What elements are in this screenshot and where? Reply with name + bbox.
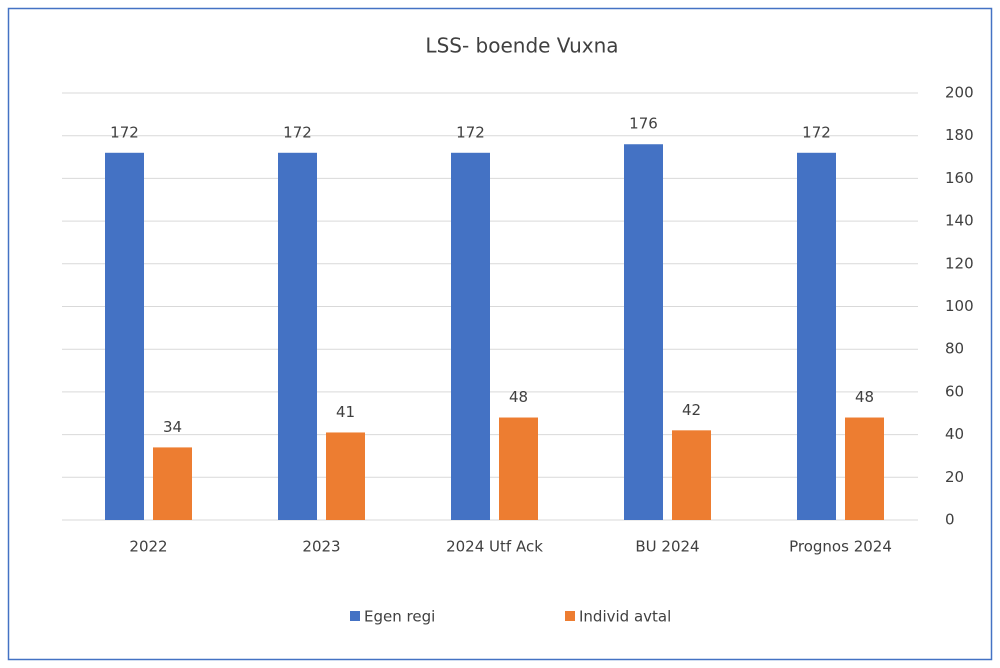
data-label: 172 [110,123,139,141]
bar [326,432,365,520]
y-tick-label: 120 [945,254,974,272]
y-tick-label: 60 [945,382,964,400]
y-tick-label: 40 [945,425,964,443]
bar [797,152,836,520]
legend-swatch [350,611,360,621]
x-tick-label: 2022 [129,538,167,556]
data-label: 176 [629,115,658,133]
y-tick-label: 160 [945,169,974,187]
y-tick-label: 100 [945,297,974,315]
data-label: 48 [855,388,874,406]
bar [499,417,538,520]
legend-label: Egen regi [364,608,435,626]
x-tick-label: BU 2024 [635,538,699,556]
bar [105,152,144,520]
bar [153,447,192,520]
y-tick-label: 0 [945,511,955,529]
y-tick-label: 180 [945,126,974,144]
chart-title: LSS- boende Vuxna [425,34,618,58]
bar [278,152,317,520]
bar [845,417,884,520]
legend-label: Individ avtal [579,608,671,626]
y-tick-label: 20 [945,468,964,486]
legend-swatch [565,611,575,621]
x-tick-label: Prognos 2024 [789,538,892,556]
data-label: 48 [509,388,528,406]
bar [451,152,490,520]
y-tick-label: 200 [945,84,974,102]
data-label: 172 [456,123,485,141]
data-label: 41 [336,403,355,421]
y-tick-label: 80 [945,340,964,358]
data-label: 172 [802,123,831,141]
chart-border [7,7,993,661]
y-tick-label: 140 [945,212,974,230]
bar [624,144,663,521]
data-label: 172 [283,123,312,141]
x-tick-label: 2023 [302,538,340,556]
data-label: 42 [682,401,701,419]
data-label: 34 [163,418,182,436]
bar [672,430,711,520]
x-tick-label: 2024 Utf Ack [446,538,543,556]
